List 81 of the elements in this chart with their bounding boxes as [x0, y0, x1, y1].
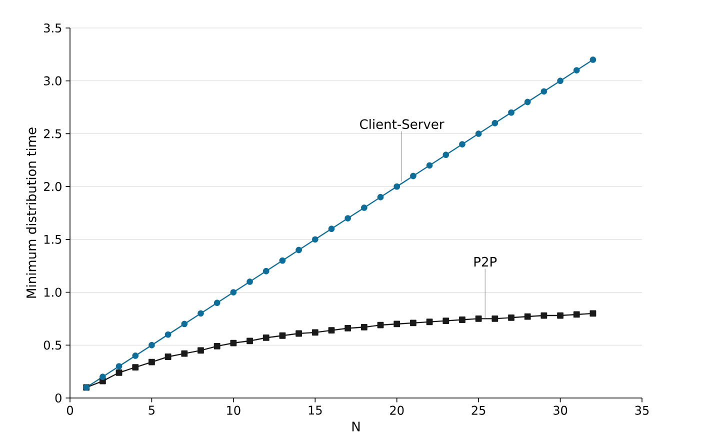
point — [394, 320, 400, 328]
point — [181, 350, 188, 357]
point — [312, 236, 318, 243]
point — [164, 354, 172, 360]
point — [99, 374, 106, 380]
point — [181, 320, 188, 328]
y-tick-label: 0 — [55, 393, 62, 403]
x-tick-label: 5 — [148, 406, 154, 415]
point — [132, 352, 139, 359]
point — [328, 226, 335, 232]
y-tick-label: 2.0 — [44, 182, 62, 192]
point — [312, 329, 318, 336]
point — [198, 310, 204, 317]
point — [426, 162, 433, 169]
point — [442, 318, 450, 324]
point — [116, 363, 122, 370]
y-tick-label: 1.5 — [44, 234, 62, 244]
point — [262, 334, 270, 341]
y-tick-label: 2.5 — [44, 129, 62, 138]
x-tick-label: 35 — [635, 406, 649, 415]
point — [198, 347, 204, 354]
y-axis-title: Minimum distribution time — [26, 128, 36, 298]
point — [360, 204, 368, 211]
point — [230, 289, 237, 296]
y-tick-label: 0.5 — [44, 340, 62, 350]
point — [459, 316, 466, 323]
point — [296, 330, 302, 337]
x-tick-label: 15 — [308, 406, 322, 415]
point — [262, 268, 270, 274]
point — [475, 130, 482, 137]
point — [344, 215, 352, 222]
point — [360, 324, 368, 330]
y-tick-label: 3.0 — [44, 76, 62, 86]
x-tick-label: 25 — [472, 406, 486, 415]
point — [459, 141, 466, 148]
point — [214, 342, 220, 350]
y-tick-label: 3.5 — [44, 23, 62, 33]
annotation: Client-Server — [360, 119, 444, 130]
point — [230, 340, 237, 346]
point — [557, 78, 564, 84]
point — [164, 331, 172, 338]
point — [296, 246, 302, 254]
point — [524, 313, 531, 320]
point — [377, 322, 384, 328]
point — [132, 364, 139, 371]
x-axis-title: N — [352, 422, 360, 432]
point — [492, 316, 498, 322]
point — [590, 56, 596, 63]
point — [524, 98, 531, 106]
point — [492, 120, 498, 126]
x-tick-label: 0 — [66, 406, 74, 415]
point — [508, 109, 514, 116]
point — [344, 325, 352, 332]
point — [148, 358, 155, 366]
point — [279, 257, 286, 264]
annotation: P2P — [474, 256, 497, 267]
point — [557, 312, 564, 319]
point — [573, 311, 580, 318]
point — [394, 183, 400, 190]
point — [328, 327, 335, 334]
point — [540, 88, 548, 95]
point — [410, 172, 416, 180]
x-tick-label: 30 — [554, 406, 568, 415]
point — [116, 369, 122, 376]
point — [246, 278, 253, 285]
point — [410, 320, 416, 326]
point — [148, 342, 155, 348]
x-tick-label: 20 — [390, 406, 404, 415]
y-tick-label: 1.0 — [44, 288, 62, 297]
point — [508, 314, 514, 321]
point — [475, 316, 482, 322]
point — [377, 194, 384, 200]
point — [540, 312, 548, 319]
point — [573, 67, 580, 74]
x-tick-label: 10 — [227, 406, 240, 415]
point — [214, 300, 220, 306]
point — [590, 310, 596, 317]
point — [246, 338, 253, 344]
point — [426, 318, 433, 326]
point — [279, 332, 286, 339]
point — [442, 152, 450, 158]
